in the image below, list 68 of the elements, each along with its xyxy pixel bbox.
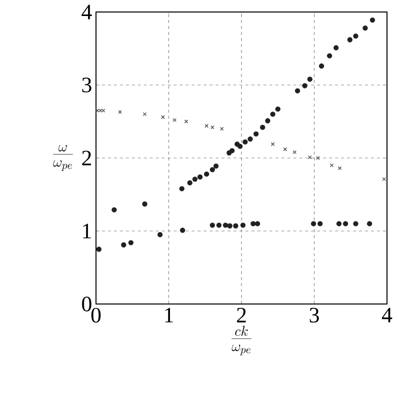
point bbox=[362, 25, 368, 31]
point bbox=[210, 167, 215, 172]
point bbox=[216, 222, 222, 228]
point bbox=[222, 222, 228, 228]
y-tick-label: 1 bbox=[83, 224, 91, 238]
point bbox=[250, 221, 256, 226]
point bbox=[307, 76, 312, 82]
point bbox=[160, 115, 165, 120]
point bbox=[142, 201, 148, 207]
point bbox=[253, 131, 259, 136]
y-tick-label: 3 bbox=[82, 78, 92, 92]
x-tick-label: 3 bbox=[310, 308, 319, 323]
point bbox=[229, 148, 235, 154]
point bbox=[254, 221, 260, 226]
point bbox=[270, 112, 276, 117]
x-tick-label: 1 bbox=[165, 308, 173, 322]
point bbox=[213, 163, 219, 169]
point bbox=[260, 124, 266, 130]
point bbox=[240, 222, 246, 228]
point bbox=[265, 118, 270, 124]
point bbox=[157, 232, 163, 238]
point bbox=[242, 139, 248, 145]
point bbox=[112, 207, 117, 212]
point bbox=[204, 124, 209, 128]
y-tick-label: 0 bbox=[82, 296, 92, 312]
point bbox=[370, 17, 376, 23]
point bbox=[333, 45, 339, 50]
point bbox=[317, 221, 323, 226]
y-axis-title: $\frac{\omega}{\omega_{pe}}$ bbox=[53, 144, 73, 171]
point bbox=[197, 174, 203, 180]
x-tick-label: 2 bbox=[236, 308, 246, 322]
point bbox=[179, 186, 184, 192]
point bbox=[347, 37, 352, 42]
point bbox=[336, 221, 342, 226]
y-tick-label: 4 bbox=[82, 4, 92, 20]
point bbox=[292, 150, 297, 154]
point bbox=[310, 221, 316, 226]
point bbox=[192, 176, 198, 182]
point bbox=[210, 125, 214, 130]
point bbox=[237, 144, 243, 149]
point bbox=[220, 126, 224, 131]
point bbox=[275, 106, 280, 112]
point bbox=[342, 221, 348, 226]
x-axis-title: $\frac{ck}{\omega_{pe}}$ bbox=[232, 326, 252, 356]
point bbox=[227, 223, 232, 228]
x-tick-label: 4 bbox=[382, 308, 392, 322]
point bbox=[142, 112, 147, 116]
point bbox=[118, 110, 122, 114]
point bbox=[172, 118, 177, 122]
point bbox=[180, 228, 186, 233]
point bbox=[96, 246, 102, 252]
point bbox=[326, 53, 332, 58]
point bbox=[128, 240, 134, 246]
point bbox=[338, 166, 342, 170]
point bbox=[121, 242, 126, 248]
point bbox=[366, 221, 372, 226]
point bbox=[353, 34, 358, 39]
point bbox=[302, 83, 308, 88]
y-tick-label: 2 bbox=[82, 150, 91, 166]
point bbox=[353, 221, 358, 226]
point bbox=[318, 63, 324, 69]
point bbox=[187, 180, 192, 186]
point bbox=[294, 88, 300, 94]
point bbox=[248, 136, 253, 142]
point bbox=[210, 222, 215, 228]
point bbox=[233, 223, 238, 228]
point bbox=[330, 163, 334, 168]
point bbox=[204, 171, 210, 177]
